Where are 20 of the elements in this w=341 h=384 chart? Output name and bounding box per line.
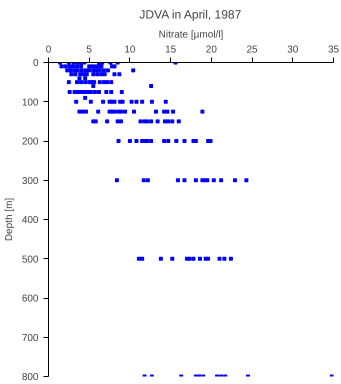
y-tick-label: 300	[22, 176, 39, 187]
x-axis-title: Nitrate [µmol/l]	[158, 30, 224, 40]
y-tick-label: 600	[22, 294, 39, 304]
y-tick-label: 700	[22, 332, 39, 344]
x-tick-label: 0	[46, 44, 52, 56]
x-tick-label: 15	[165, 44, 177, 56]
x-tick-label: 35	[328, 44, 340, 56]
y-tick-label: 800	[22, 372, 39, 383]
y-tick-label: 200	[22, 136, 39, 148]
y-tick-label: 500	[22, 254, 39, 266]
x-tick-label: 10	[124, 44, 136, 56]
chart-title: JDVA in April, 1987	[139, 8, 242, 22]
y-axis-title: Depth [m]	[4, 198, 15, 242]
y-tick-label: 400	[22, 215, 39, 226]
y-tick-label: 100	[22, 97, 39, 108]
x-tick-label: 20	[206, 44, 218, 56]
x-tick-label: 5	[86, 44, 92, 56]
y-tick-label: 0	[32, 58, 39, 69]
x-tick-label: 25	[246, 44, 258, 56]
x-tick-label: 30	[287, 44, 299, 56]
